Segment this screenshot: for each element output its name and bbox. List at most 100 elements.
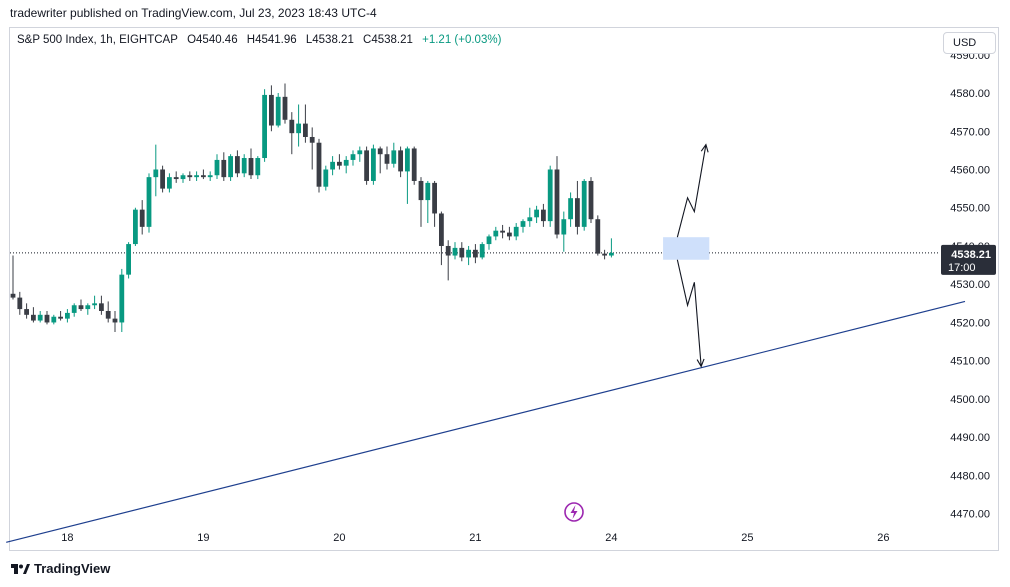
candle: [568, 192, 573, 227]
candle: [411, 146, 417, 185]
currency-button[interactable]: USD: [943, 32, 996, 54]
candle-body: [513, 226, 519, 237]
candle-body: [10, 293, 16, 298]
y-tick-label: 4520.00: [950, 317, 990, 329]
candle: [269, 85, 274, 132]
candle-body: [201, 175, 206, 178]
candle: [201, 169, 206, 180]
y-tick-label: 4510.00: [950, 356, 990, 368]
candle-body: [541, 209, 546, 222]
candle-body: [44, 314, 50, 323]
candle-body: [547, 169, 553, 222]
candle-body: [269, 94, 274, 126]
legend-open: O4540.46: [187, 34, 238, 46]
candle-body: [214, 159, 220, 176]
candle: [309, 127, 315, 170]
candle-body: [282, 96, 288, 120]
candle-body: [65, 312, 70, 319]
candle: [459, 242, 465, 262]
candle-body: [207, 175, 213, 178]
candle-body: [221, 159, 227, 178]
candle-body: [99, 303, 104, 311]
candle-body: [534, 209, 539, 218]
candle-body: [262, 94, 267, 159]
candle: [398, 146, 403, 178]
candle-body: [167, 177, 172, 189]
x-tick-label: 19: [197, 532, 209, 544]
legend-close: C4538.21: [363, 34, 413, 46]
candle-body: [119, 274, 125, 323]
candle-body: [180, 175, 186, 180]
candle-body: [133, 209, 138, 245]
candle: [24, 303, 29, 319]
candle-body: [364, 150, 369, 181]
candle: [452, 242, 458, 260]
candle: [187, 171, 193, 181]
candle: [316, 138, 322, 193]
candle: [180, 173, 186, 183]
candle-body: [411, 148, 417, 181]
candle-body: [289, 119, 295, 134]
candle-body: [235, 156, 240, 174]
candle: [595, 215, 601, 256]
candle: [194, 171, 199, 181]
projection-down-arrow-arrowhead: [696, 358, 705, 368]
candle-body: [445, 245, 451, 256]
candle: [37, 310, 43, 323]
candle-body: [581, 180, 587, 227]
candle-body: [507, 232, 512, 237]
y-tick-label: 4470.00: [950, 509, 990, 521]
candle: [214, 154, 220, 180]
legend-change: +1.21 (+0.03%): [422, 34, 502, 46]
candle: [561, 211, 567, 252]
y-tick-label: 4530.00: [950, 279, 990, 291]
candle: [350, 150, 356, 166]
candle-body: [37, 314, 43, 321]
candle-body: [391, 150, 397, 164]
candle-body: [248, 158, 254, 176]
candle: [105, 301, 111, 323]
candle-body: [92, 303, 97, 306]
projection-up-arrow-arrowhead: [700, 143, 709, 153]
candle-body: [459, 247, 465, 258]
candle-body: [602, 253, 607, 256]
candle: [343, 156, 349, 174]
candle: [513, 223, 519, 241]
candle-body: [126, 244, 131, 275]
candle-body: [71, 305, 77, 313]
price-zone: [663, 237, 710, 260]
x-tick-label: 26: [877, 532, 889, 544]
footer-brand: TradingView: [10, 561, 110, 576]
candle-body: [316, 142, 322, 187]
candle: [500, 224, 505, 239]
x-axis: 18 19 20 21 24 25 26: [61, 532, 889, 544]
candle: [146, 173, 152, 233]
event-icon[interactable]: [564, 502, 584, 522]
x-tick-label: 20: [333, 532, 345, 544]
candle-body: [371, 148, 376, 181]
candle: [235, 150, 240, 178]
candle-body: [527, 217, 533, 222]
candle: [296, 104, 301, 147]
candle: [275, 93, 281, 128]
y-tick-label: 4570.00: [950, 126, 990, 138]
publisher-line: tradewriter published on TradingView.com…: [10, 6, 377, 20]
candle: [473, 244, 478, 264]
candle-body: [554, 169, 560, 235]
candle: [493, 226, 499, 241]
candle: [173, 171, 179, 183]
candle: [31, 307, 36, 323]
candle: [44, 310, 50, 325]
candle-body: [473, 249, 478, 258]
candle-body: [377, 148, 383, 155]
candle-body: [418, 180, 424, 201]
candle-body: [58, 316, 63, 319]
candle: [439, 211, 444, 266]
candle-body: [405, 148, 410, 172]
candle: [364, 146, 369, 185]
y-tick-label: 4560.00: [950, 164, 990, 176]
candle-body: [561, 219, 567, 235]
candle-body: [51, 316, 57, 323]
candle-body: [296, 123, 301, 134]
